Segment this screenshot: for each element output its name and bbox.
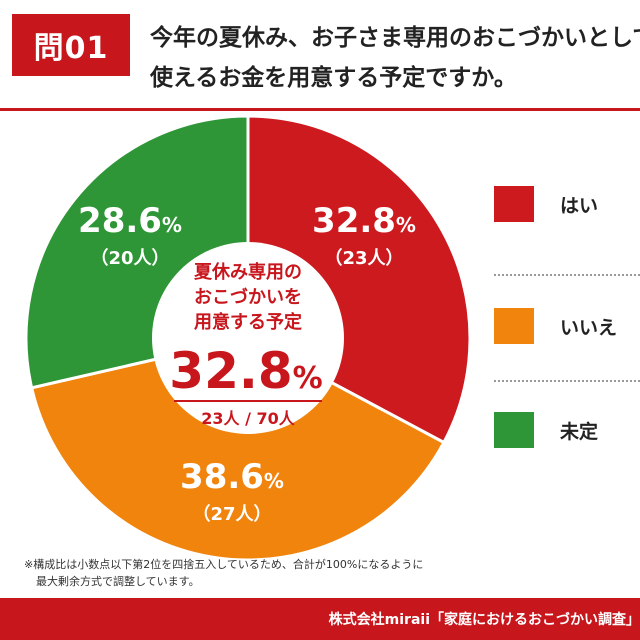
- footnote-line1: ※構成比は小数点以下第2位を四捨五入しているため、合計が100%になるように: [24, 558, 424, 571]
- center-title-line3: 用意する予定: [194, 311, 302, 333]
- legend-divider: [494, 274, 640, 276]
- legend-item-no: いいえ: [494, 308, 640, 344]
- slice-count-label-no: （27人）: [192, 504, 271, 525]
- question-text-line1: 今年の夏休み、お子さま専用のおこづかいとして: [150, 25, 640, 51]
- footer-bar: 株式会社miraii「家庭におけるおこづかい調査」: [0, 598, 640, 640]
- question-number-badge: 問01: [12, 14, 130, 76]
- footer-source: 株式会社miraii「家庭におけるおこづかい調査」: [328, 612, 640, 628]
- footnote: ※構成比は小数点以下第2位を四捨五入しているため、合計が100%になるように 最…: [24, 556, 423, 590]
- slice-count-label-yes: （23人）: [324, 248, 403, 269]
- center-fraction: 23人 / 70人: [201, 409, 296, 428]
- legend-item-yes: はい: [494, 186, 640, 222]
- center-title-line2: おこづかいを: [194, 287, 302, 308]
- header-divider: [0, 108, 640, 111]
- legend-swatch-undecided: [494, 412, 534, 448]
- legend-label-no: いいえ: [560, 316, 618, 339]
- pie-slice-no: [29, 336, 446, 562]
- donut-hole: [152, 242, 344, 434]
- slice-percent-label-undecided: 28.6%: [78, 201, 182, 241]
- legend-label-yes: はい: [560, 194, 599, 217]
- slice-count-label-undecided: （20人）: [90, 248, 169, 269]
- slice-percent-label-yes: 32.8%: [312, 201, 416, 241]
- center-title-line1: 夏休み専用の: [194, 261, 302, 283]
- legend-label-undecided: 未定: [560, 420, 599, 443]
- legend-swatch-no: [494, 308, 534, 344]
- legend-item-undecided: 未定: [494, 412, 640, 448]
- question-header: 問01 今年の夏休み、お子さま専用のおこづかいとして 使えるお金を用意する予定で…: [0, 0, 640, 102]
- question-text-line2: 使えるお金を用意する予定ですか。: [150, 65, 517, 91]
- center-big-value: 32.8%: [169, 342, 322, 400]
- legend-divider: [494, 380, 640, 382]
- legend-swatch-yes: [494, 186, 534, 222]
- footnote-line2: 最大剰余方式で調整しています。: [36, 575, 200, 588]
- slice-percent-label-no: 38.6%: [180, 457, 284, 497]
